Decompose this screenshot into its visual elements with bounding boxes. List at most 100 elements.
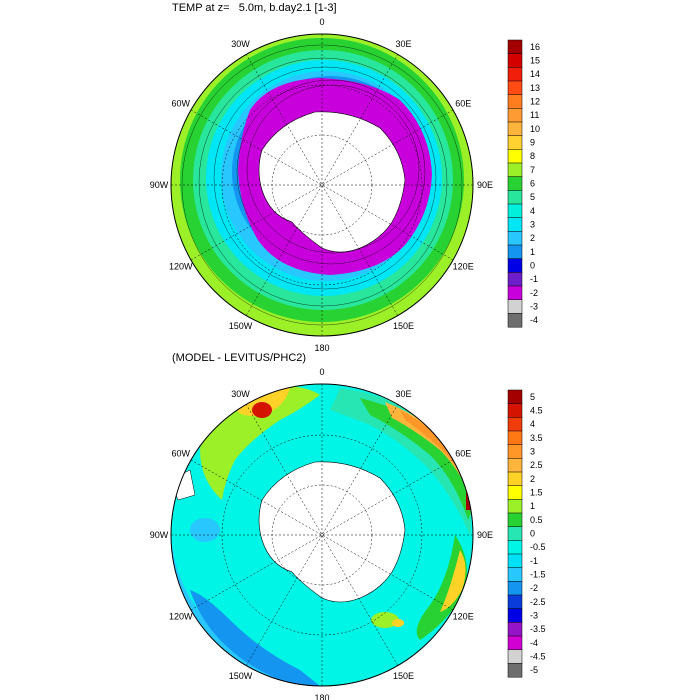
colorbar-swatch	[507, 135, 523, 150]
colorbar-swatch	[507, 121, 523, 137]
diff-hot-spot	[252, 402, 272, 418]
colorbar-label: 14	[530, 69, 540, 79]
colorbar-label: 4.5	[530, 406, 543, 416]
colorbar-label: -5	[530, 665, 538, 675]
colorbar-label: -1.5	[530, 570, 546, 580]
colorbar-swatch	[507, 663, 523, 678]
longitude-label: 120W	[169, 612, 193, 622]
colorbar-label: -4	[530, 315, 538, 325]
panel-title: TEMP at z= 5.0m, b.day2.1 [1-3]	[172, 2, 337, 14]
colorbar-swatch	[507, 149, 523, 164]
longitude-label: 30E	[395, 389, 411, 399]
colorbar-label: 16	[530, 42, 540, 52]
colorbar-label: 2	[530, 233, 535, 243]
colorbar-label: -3	[530, 302, 538, 312]
map-border	[170, 33, 474, 337]
colorbar-label: 1	[530, 247, 535, 257]
longitude-label: 150E	[393, 671, 414, 681]
colorbar-label: -2	[530, 583, 538, 593]
colorbar-label: 9	[530, 138, 535, 148]
colorbar-swatch	[507, 258, 523, 273]
colorbar-swatch	[507, 471, 523, 487]
colorbar-label: 10	[530, 124, 540, 134]
colorbar-label: 3	[530, 220, 535, 230]
longitude-label: 150W	[229, 321, 253, 331]
colorbar-label: -1	[530, 274, 538, 284]
colorbar-swatch	[507, 635, 523, 651]
colorbar-swatch	[507, 39, 523, 55]
colorbar-swatch	[507, 430, 523, 446]
colorbar-label: -2	[530, 288, 538, 298]
longitude-label: 60W	[172, 99, 191, 109]
colorbar-label: 3.5	[530, 433, 543, 443]
longitude-label: 0	[319, 17, 324, 27]
colorbar-label: 0	[530, 529, 535, 539]
colorbar-swatch	[507, 244, 523, 260]
colorbar-swatch	[507, 108, 523, 123]
colorbar-label: -3.5	[530, 624, 546, 634]
colorbar-label: 2.5	[530, 460, 543, 470]
longitude-label: 30W	[231, 389, 250, 399]
diff-warm-region	[392, 619, 404, 627]
colorbar-swatch	[507, 499, 523, 514]
colorbar-label: 7	[530, 165, 535, 175]
colorbar-swatch	[507, 581, 523, 596]
longitude-label: 180	[314, 343, 329, 353]
colorbar-swatch	[507, 444, 523, 459]
colorbar-label: 1	[530, 501, 535, 511]
colorbar-swatch	[507, 53, 523, 68]
longitude-label: 60E	[455, 99, 471, 109]
colorbar-swatch	[507, 512, 523, 528]
colorbar-swatch	[507, 485, 523, 500]
colorbar-label: 6	[530, 179, 535, 189]
colorbar-swatch	[507, 526, 523, 541]
colorbar-swatch	[507, 622, 523, 637]
colorbar-difference: 5 4.5 4 3.5 3 2.5 2 1.5 1 0.5 0 -0.5 -1 -1.5 -2 -2.5 -3 -…	[507, 389, 546, 678]
colorbar-swatch	[507, 299, 523, 314]
longitude-label: 30E	[395, 39, 411, 49]
colorbar-swatch	[507, 594, 523, 610]
diff-negative-region	[190, 518, 220, 542]
longitude-label: 120E	[453, 262, 474, 272]
colorbar-swatch	[507, 553, 523, 569]
colorbar-label: -4.5	[530, 652, 546, 662]
colorbar-swatch	[507, 162, 523, 178]
colorbar-swatch	[507, 403, 523, 418]
colorbar-swatch	[507, 217, 523, 232]
colorbar-label: 8	[530, 151, 535, 161]
longitude-label: 180	[314, 693, 329, 700]
colorbar-label: 4	[530, 419, 535, 429]
colorbar-swatch	[507, 458, 523, 473]
colorbar-label: 15	[530, 56, 540, 66]
colorbar-swatch	[507, 649, 523, 664]
longitude-label: 150W	[229, 671, 253, 681]
colorbar-swatch	[507, 176, 523, 191]
colorbar-swatch	[507, 94, 523, 109]
colorbar-swatch	[507, 190, 523, 205]
colorbar-swatch	[507, 313, 523, 328]
colorbar-swatch	[507, 567, 523, 582]
longitude-label: 60W	[172, 449, 191, 459]
colorbar-swatch	[507, 203, 523, 219]
colorbar-label: -4	[530, 638, 538, 648]
longitude-label: 90W	[150, 180, 169, 190]
colorbar-swatch	[507, 417, 523, 432]
colorbar-label: -2.5	[530, 597, 546, 607]
map-border	[170, 383, 474, 687]
longitude-label: 0	[319, 367, 324, 377]
panel-title: (MODEL - LEVITUS/PHC2)	[172, 352, 307, 364]
longitude-label: 90W	[150, 530, 169, 540]
diff-positive-region	[416, 535, 468, 640]
colorbar-label: 12	[530, 97, 540, 107]
longitude-label: 90E	[477, 530, 493, 540]
polar-map-difference: 0 30E 60E 90E 120E 150E 180 150W 120W 90W 60W 30W 5…	[150, 367, 546, 700]
colorbar-label: 13	[530, 83, 540, 93]
colorbar-label: 11	[530, 110, 539, 120]
colorbar-swatch	[507, 389, 523, 405]
colorbar-label: 3	[530, 447, 535, 457]
diff-positive-region	[371, 612, 399, 628]
colorbar-label: -3	[530, 611, 538, 621]
longitude-label: 90E	[477, 180, 493, 190]
